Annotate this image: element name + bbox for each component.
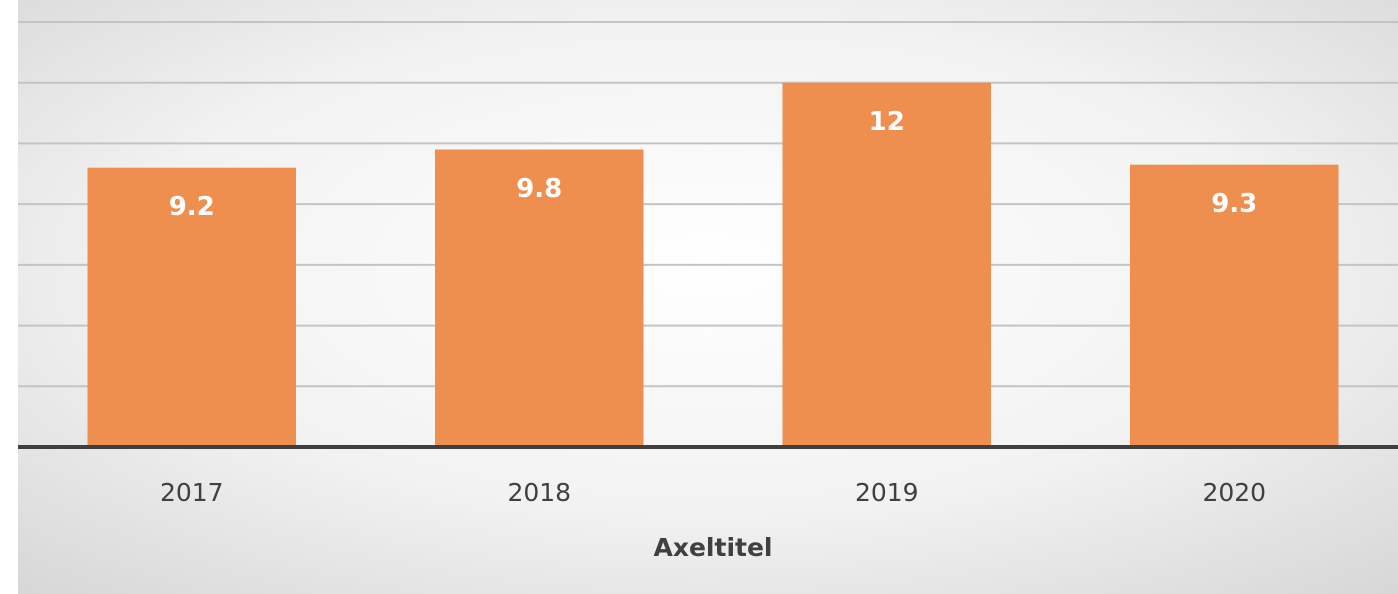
x-tick-label: 2019 [855,478,919,507]
x-tick-label: 2020 [1202,478,1266,507]
bar [782,82,991,447]
bar [435,149,644,447]
data-label: 12 [869,107,905,137]
data-label: 9.2 [169,192,215,222]
x-tick-label: 2017 [160,478,224,507]
data-label: 9.3 [1211,189,1257,219]
bars: 9.2 9.8 12 9.3 [87,82,1339,447]
bar [87,167,296,447]
x-axis-title: Axeltitel [654,533,773,562]
x-tick-label: 2018 [507,478,571,507]
bar [1130,164,1339,447]
data-label: 9.8 [516,174,562,204]
